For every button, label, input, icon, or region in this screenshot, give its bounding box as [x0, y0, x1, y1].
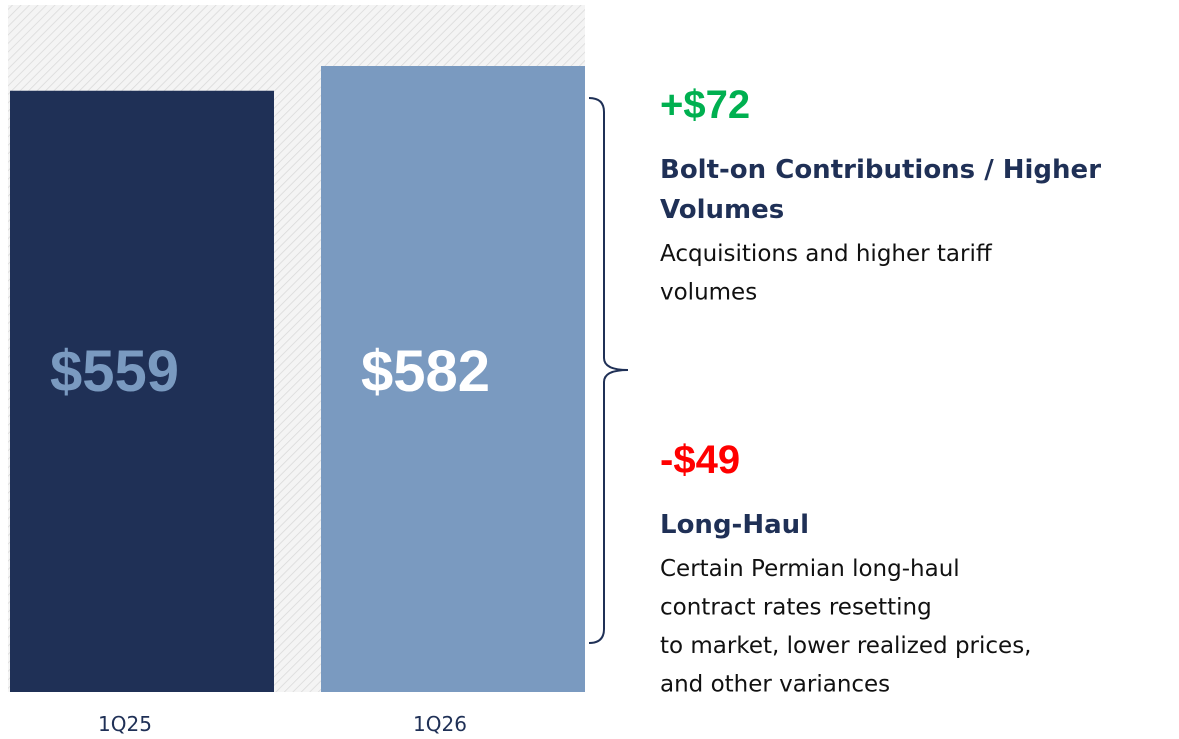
- bar: [321, 66, 585, 692]
- delta-label: +$72: [660, 83, 750, 127]
- annotation-heading: Bolt-on Contributions / Higher: [660, 155, 1101, 185]
- annotation-text: volumes: [660, 280, 757, 306]
- x-tick-label: 1Q26: [413, 712, 467, 736]
- brace: [588, 97, 629, 644]
- bar: [10, 90, 274, 692]
- annotation-text: and other variances: [660, 672, 890, 698]
- x-tick-label: 1Q25: [98, 712, 152, 736]
- annotation-text: contract rates resetting: [660, 595, 932, 621]
- annotation-heading: Volumes: [660, 195, 784, 225]
- annotation-heading: Long-Haul: [660, 510, 809, 540]
- value-label: $582: [361, 339, 490, 404]
- annotation-text: Certain Permian long-haul: [660, 556, 960, 582]
- delta-label: -$49: [660, 438, 740, 482]
- annotation-text: to market, lower realized prices,: [660, 633, 1031, 659]
- annotation-text: Acquisitions and higher tariff: [660, 241, 993, 267]
- value-label: $559: [50, 339, 179, 404]
